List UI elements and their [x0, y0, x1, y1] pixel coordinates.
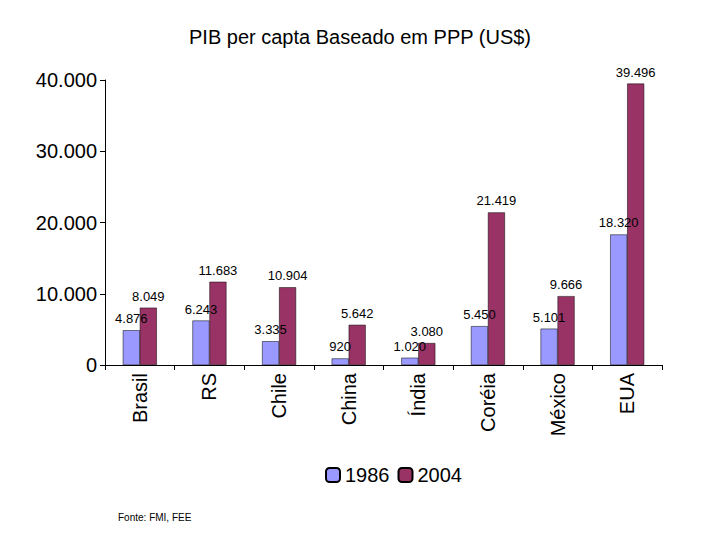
svg-text:10.904: 10.904 [268, 268, 308, 283]
svg-text:Índia: Índia [407, 372, 429, 416]
svg-text:18.320: 18.320 [599, 215, 639, 230]
svg-text:1986: 1986 [345, 464, 390, 486]
svg-text:0: 0 [86, 354, 97, 376]
svg-text:5.450: 5.450 [463, 307, 496, 322]
svg-text:Fonte: FMI, FEE: Fonte: FMI, FEE [118, 512, 192, 523]
svg-text:8.049: 8.049 [132, 289, 165, 304]
svg-text:5.642: 5.642 [341, 306, 374, 321]
svg-text:RS: RS [198, 373, 220, 401]
svg-text:China: China [338, 372, 360, 425]
svg-text:3.080: 3.080 [411, 324, 444, 339]
svg-text:5.101: 5.101 [533, 310, 566, 325]
svg-text:9.666: 9.666 [550, 277, 583, 292]
svg-text:México: México [547, 373, 569, 436]
svg-text:20.000: 20.000 [36, 212, 97, 234]
svg-text:21.419: 21.419 [477, 193, 517, 208]
svg-text:2004: 2004 [417, 464, 462, 486]
svg-text:11.683: 11.683 [199, 263, 238, 278]
svg-text:4.876: 4.876 [115, 311, 148, 326]
svg-text:3.335: 3.335 [254, 322, 287, 337]
svg-text:10.000: 10.000 [36, 283, 97, 305]
svg-text:EUA: EUA [616, 372, 638, 414]
svg-text:Coréia: Coréia [477, 372, 499, 432]
svg-text:Chile: Chile [268, 373, 290, 419]
svg-text:6.243: 6.243 [185, 302, 218, 317]
svg-text:1.020: 1.020 [394, 339, 427, 354]
svg-text:40.000: 40.000 [36, 69, 97, 91]
svg-text:39.496: 39.496 [616, 65, 656, 80]
svg-text:PIB per capta Baseado em PPP (: PIB per capta Baseado em PPP (US$) [189, 26, 531, 48]
svg-text:920: 920 [329, 339, 351, 354]
svg-text:30.000: 30.000 [36, 140, 97, 162]
svg-text:Brasil: Brasil [129, 373, 151, 423]
